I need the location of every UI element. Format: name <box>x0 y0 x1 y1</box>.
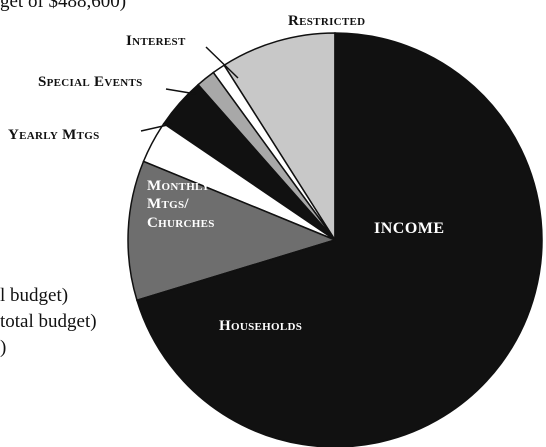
pie-slices <box>127 32 543 447</box>
label-income: INCOME <box>374 220 445 237</box>
label-households: Households <box>219 318 302 334</box>
pie-slice-households-6 <box>136 32 543 447</box>
pie-slice-restricted-0 <box>223 32 336 243</box>
label-monthly-line3: Churches <box>147 215 215 231</box>
top-text-fragment: get of $488,600) <box>0 0 127 12</box>
label-monthly-line1: Monthly <box>147 178 210 194</box>
label-yearly-mtgs: Yearly Mtgs <box>8 127 100 143</box>
label-leader-lines <box>140 46 239 132</box>
label-monthly-line2: Mtgs/ <box>147 196 189 212</box>
label-restricted: Restricted <box>288 13 365 29</box>
leader-special-events <box>165 88 197 95</box>
budget-text-fragment-3: ) <box>0 337 7 358</box>
leader-interest <box>205 46 239 79</box>
leader-yearly-mtgs <box>140 123 173 132</box>
pie-slice-monthly-mtgs-churches-5 <box>127 160 338 302</box>
budget-text-fragment-1: l budget) <box>0 285 69 306</box>
label-interest: Interest <box>126 33 186 49</box>
label-special-events: Special Events <box>38 74 143 90</box>
budget-text-fragment-2: total budget) <box>0 311 97 332</box>
